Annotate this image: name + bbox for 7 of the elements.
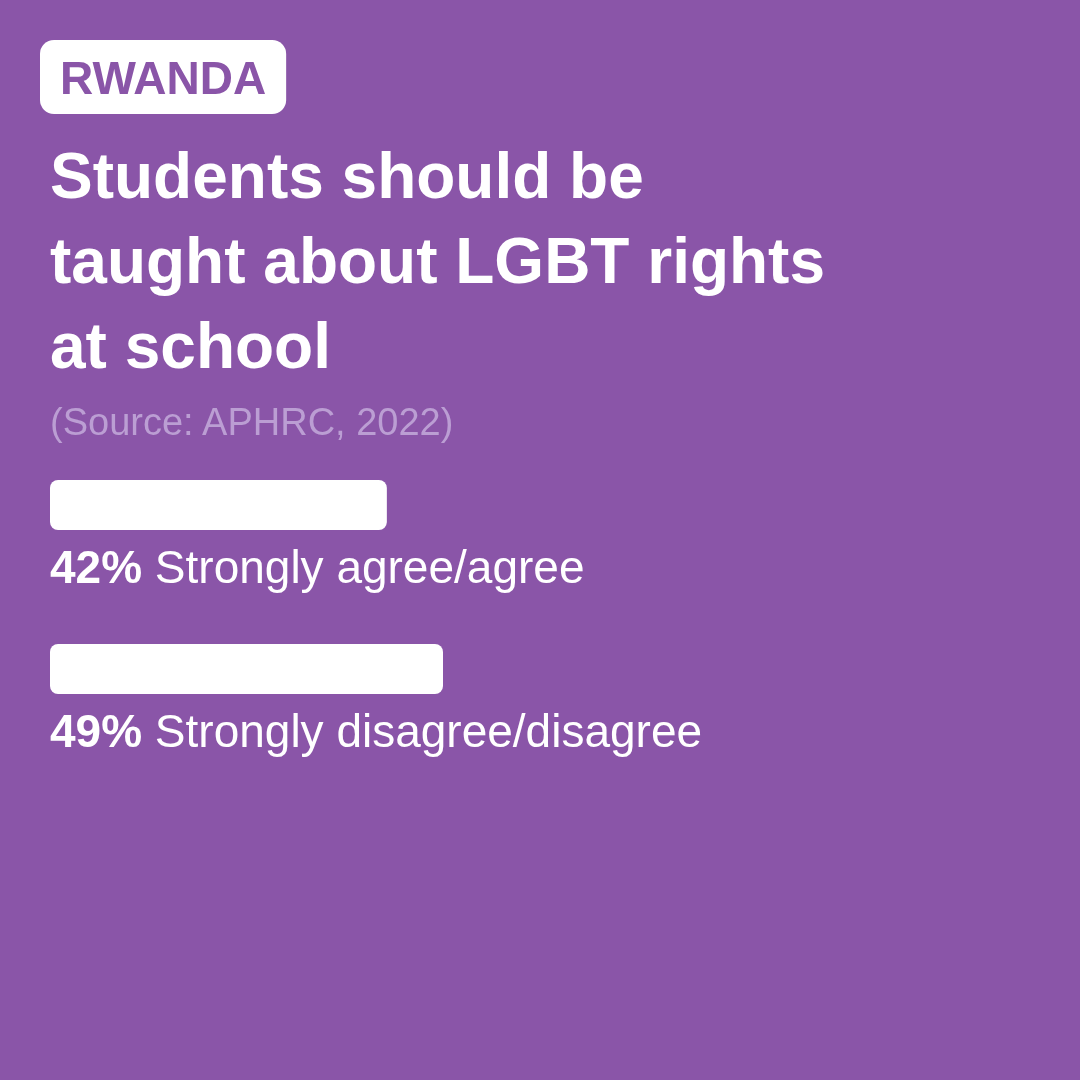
- data-label: 42%: [50, 541, 155, 593]
- chart-subtitle: RWANDA: [60, 52, 267, 104]
- y-tick-label: Strongly disagree/disagree: [154, 705, 703, 757]
- y-tick-label: Strongly agree/agree: [154, 541, 585, 593]
- data-label: 49%: [50, 705, 155, 757]
- text: (Source: APHRC, 2022): [50, 401, 454, 443]
- chart-title: Students should be taught about LGBT rights at school: [50, 140, 825, 382]
